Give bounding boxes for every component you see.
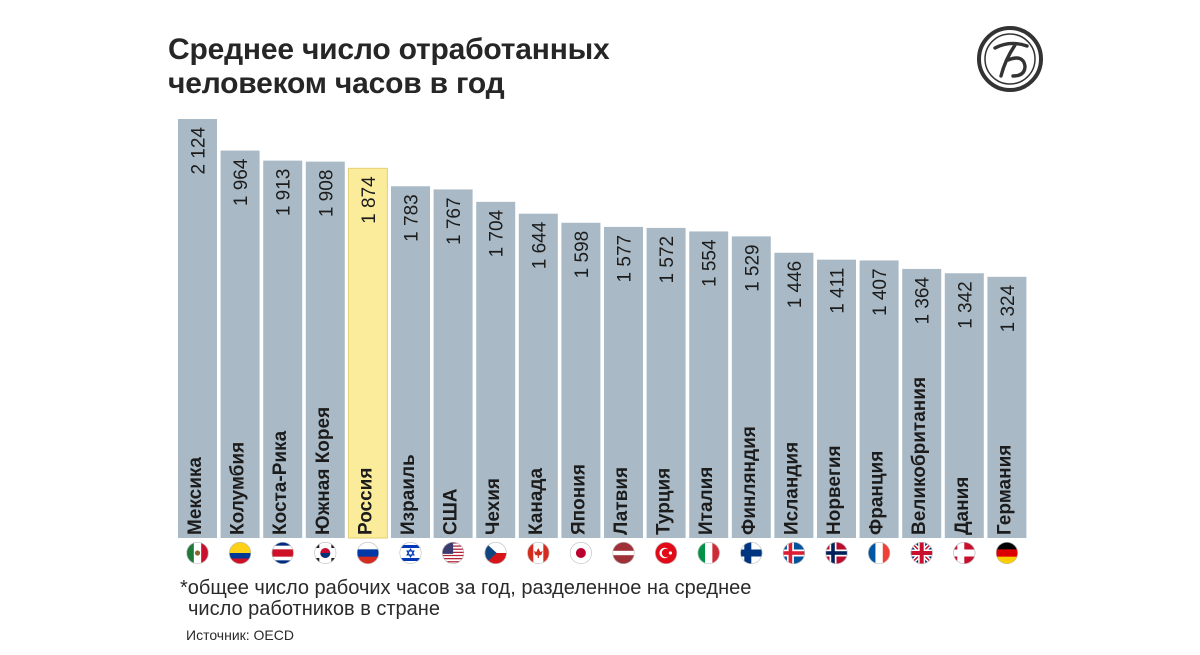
mexico-flag-icon (186, 541, 209, 564)
bar (178, 119, 217, 538)
norway-flag-icon (825, 541, 848, 564)
bar (433, 189, 473, 538)
bar-category-label: Франция (867, 451, 888, 535)
bar-value-label: 1 704 (487, 209, 508, 257)
germany-flag-icon (995, 541, 1018, 564)
bar-value-label: 1 598 (572, 231, 593, 279)
bar-value-label: 1 644 (529, 221, 550, 269)
bar (859, 260, 899, 538)
bar-category-label: Германия (994, 445, 1015, 535)
bar-value-label: 1 577 (615, 235, 636, 283)
source-note: Источник: OECD (186, 627, 294, 643)
bar (347, 167, 388, 539)
costa-rica-flag-icon (271, 541, 294, 564)
bar-chart: 2 124 Мексика 1 964 Колумбия 1 913 Коста-Рика… (178, 119, 1027, 564)
bar-value-label: 1 342 (955, 281, 976, 329)
bar-category-label: Чехия (483, 478, 504, 535)
bar-category-label: Дания (952, 477, 973, 535)
usa-flag-icon (442, 541, 465, 564)
bar (263, 160, 303, 538)
finland-flag-icon (740, 541, 763, 564)
russia-flag-icon (356, 541, 379, 564)
bar (944, 273, 984, 538)
bar (646, 227, 686, 539)
south-korea-flag-icon (314, 541, 337, 564)
footnote-line-1: *общее число рабочих часов за год, разде… (180, 577, 752, 599)
bar-value-label: 1 874 (359, 176, 380, 224)
bar-category-label: Финляндия (739, 426, 760, 535)
latvia-flag-icon (612, 541, 635, 564)
bar-category-label: Италия (696, 467, 717, 535)
japan-flag-icon (569, 541, 592, 564)
bar-category-label: Латвия (611, 467, 632, 535)
denmark-flag-icon (953, 541, 976, 564)
bar-category-label: Норвегия (824, 445, 845, 535)
bar-value-label: 1 572 (657, 236, 678, 284)
bar (305, 161, 345, 538)
bar-category-label: Канада (526, 468, 547, 535)
bar (391, 186, 430, 538)
bar (476, 201, 516, 539)
czechia-flag-icon (484, 541, 507, 564)
bar-value-label: 1 529 (742, 244, 763, 292)
bar (561, 222, 601, 538)
bar (774, 252, 814, 538)
bar-category-label: Великобритания (909, 377, 930, 535)
bar-value-label: 1 407 (870, 268, 891, 316)
bar-category-label: Колумбия (228, 442, 249, 535)
iceland-flag-icon (782, 541, 805, 564)
bar (731, 236, 771, 538)
bar-value-label: 1 324 (998, 284, 1019, 332)
title-line-2: человеком часов в год (168, 67, 505, 100)
bar-value-label: 1 554 (700, 239, 721, 287)
bar-category-label: США (441, 488, 462, 535)
monogram-logo-icon (977, 26, 1043, 92)
bar-value-label: 2 124 (189, 127, 210, 175)
france-flag-icon (868, 541, 891, 564)
bar (817, 259, 856, 538)
turkey-flag-icon (655, 541, 678, 564)
bar (518, 213, 558, 538)
bar-category-label: Япония (568, 464, 589, 535)
bar-value-label: 1 783 (402, 194, 423, 242)
bar-value-label: 1 446 (785, 261, 806, 309)
bar (220, 150, 260, 538)
israel-flag-icon (399, 541, 422, 564)
canada-flag-icon (527, 541, 550, 564)
bar (689, 231, 729, 539)
bar-category-label: Исландия (781, 442, 802, 535)
italy-flag-icon (697, 541, 720, 564)
uk-flag-icon (910, 541, 933, 564)
bar-category-label: Южная Корея (313, 407, 334, 535)
bar-category-label: Мексика (185, 457, 206, 535)
bar (987, 276, 1027, 538)
bar-category-label: Израиль (398, 454, 419, 535)
chart-title: Среднее число отработанных человеком час… (168, 33, 808, 101)
bar-value-label: 1 411 (828, 268, 849, 314)
bar-value-label: 1 913 (274, 169, 295, 217)
title-line-1: Среднее число отработанных (168, 33, 610, 66)
bar-value-label: 1 908 (316, 170, 337, 218)
bar-value-label: 1 964 (231, 158, 252, 206)
bar (902, 268, 942, 538)
footnote-line-2: число работников в стране (188, 598, 440, 620)
footnote: *общее число рабочих часов за год, разде… (180, 578, 940, 620)
bar-category-label: Россия (355, 468, 376, 535)
bar-value-label: 1 767 (444, 197, 465, 245)
colombia-flag-icon (229, 541, 252, 564)
bar (604, 226, 643, 538)
bar-value-label: 1 364 (913, 276, 934, 324)
bar-category-label: Турция (654, 468, 675, 535)
bar-category-label: Коста-Рика (270, 430, 291, 535)
